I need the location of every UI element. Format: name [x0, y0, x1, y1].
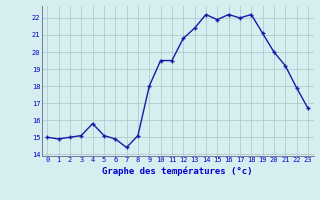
X-axis label: Graphe des températures (°c): Graphe des températures (°c) [102, 166, 253, 176]
